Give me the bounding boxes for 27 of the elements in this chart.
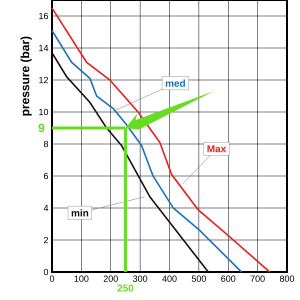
x-tick-label: 500: [192, 276, 206, 282]
line-series: [51, 30, 242, 273]
y-tick-label: 0: [44, 268, 48, 276]
y-tick-label: 8: [44, 140, 48, 148]
line-series: [51, 52, 210, 273]
x-tick-label: 300: [132, 276, 148, 282]
x-tick-label: 400: [162, 276, 177, 282]
x-tick-label: 100: [74, 276, 89, 282]
y-tick-label: 2: [44, 236, 48, 244]
ref-line-label: 9: [38, 124, 44, 132]
x-tick-label: 600: [221, 276, 236, 282]
y-tick-label: 10: [39, 108, 48, 116]
x-tick-label: 200: [104, 276, 118, 282]
x-tick-label: 700: [250, 276, 265, 282]
line-series: [51, 7, 270, 273]
y-tick-label: 12: [39, 76, 48, 84]
text: min: [72, 209, 88, 216]
ref-line-label: 250: [117, 284, 134, 292]
y-tick-label: 4: [44, 204, 48, 212]
text: Max: [207, 145, 226, 152]
y-tick-label: 6: [44, 172, 48, 180]
y-axis-title: pressure (bar): [20, 36, 32, 116]
text: med: [166, 80, 185, 87]
x-tick-label: 0: [50, 276, 54, 282]
x-tick-label: 800: [280, 276, 294, 282]
y-tick-label: 14: [39, 44, 48, 52]
y-tick-label: 16: [39, 12, 48, 20]
